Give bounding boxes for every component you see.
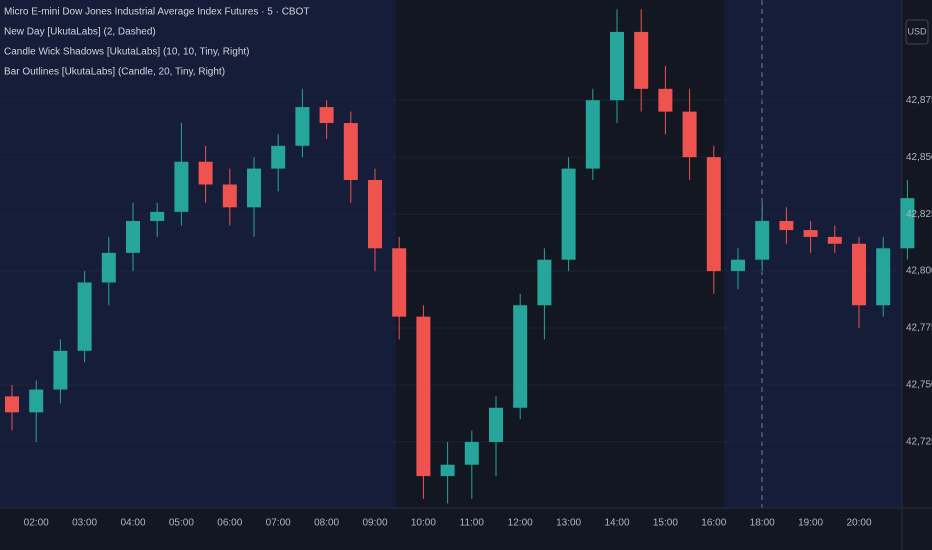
- candle-body: [634, 31, 649, 89]
- symbol-title: Micro E-mini Dow Jones Industrial Averag…: [4, 7, 309, 18]
- candle-body: [876, 248, 891, 306]
- candle-body: [5, 396, 19, 413]
- candle-body: [440, 464, 455, 477]
- session-shade: [724, 0, 902, 508]
- candle-body: [271, 145, 286, 169]
- y-tick-label: 42,800: [906, 266, 932, 277]
- candle-body: [610, 31, 624, 101]
- candle-body: [343, 123, 358, 180]
- indicator-label: Candle Wick Shadows [UkutaLabs] (10, 10,…: [4, 47, 249, 58]
- x-tick-label: 11:00: [460, 518, 485, 529]
- candle-body: [513, 305, 528, 408]
- x-tick-label: 12:00: [508, 518, 533, 529]
- candle-body: [222, 184, 237, 208]
- candle-body: [126, 220, 140, 253]
- session-shade: [0, 0, 396, 508]
- candle-body: [658, 88, 673, 112]
- candle-body: [101, 252, 116, 283]
- candle-body: [416, 316, 431, 477]
- x-tick-label: 10:00: [411, 518, 436, 529]
- candle-body: [852, 243, 866, 306]
- candle-body: [755, 220, 770, 260]
- candle-body: [198, 161, 213, 185]
- candle-body: [295, 107, 310, 146]
- candle-body: [537, 259, 552, 306]
- y-tick-label: 42,775: [906, 323, 932, 334]
- candle-body: [174, 161, 189, 212]
- candle-body: [53, 350, 68, 390]
- candle-body: [585, 100, 600, 169]
- y-tick-label: 42,850: [906, 152, 932, 163]
- x-tick-label: 20:00: [846, 518, 871, 529]
- x-tick-label: 15:00: [653, 518, 678, 529]
- candle-body: [706, 157, 721, 272]
- x-tick-label: 16:00: [701, 518, 726, 529]
- x-tick-label: 06:00: [217, 518, 242, 529]
- x-tick-label: 02:00: [24, 518, 49, 529]
- y-tick-label: 42,725: [906, 437, 932, 448]
- candle-body: [464, 441, 479, 465]
- candle-body: [489, 407, 503, 442]
- candle-body: [368, 179, 382, 249]
- y-tick-label: 42,825: [906, 209, 932, 220]
- candle-body: [900, 198, 915, 249]
- y-tick-label: 42,750: [906, 380, 932, 391]
- x-tick-label: 19:00: [798, 518, 823, 529]
- candle-body: [827, 236, 842, 244]
- x-tick-label: 04:00: [120, 518, 145, 529]
- x-tick-label: 14:00: [604, 518, 629, 529]
- candle-body: [29, 389, 44, 413]
- candle-body: [731, 259, 745, 272]
- x-tick-label: 09:00: [362, 518, 387, 529]
- plot: [0, 9, 915, 504]
- x-tick-label: 05:00: [169, 518, 194, 529]
- indicator-label: Bar Outlines [UkutaLabs] (Candle, 20, Ti…: [4, 67, 225, 78]
- currency-label: USD: [907, 26, 927, 36]
- y-tick-label: 42,875: [906, 95, 932, 106]
- currency-button[interactable]: [905, 19, 929, 45]
- candle-body: [561, 168, 576, 260]
- candle-body: [803, 230, 818, 237]
- x-tick-label: 08:00: [314, 518, 339, 529]
- candle-body: [319, 107, 334, 124]
- x-tick-label: 07:00: [266, 518, 291, 529]
- candle-body: [779, 220, 794, 231]
- indicator-label: New Day [UkutaLabs] (2, Dashed): [4, 27, 156, 38]
- candle-body: [682, 111, 697, 158]
- candle-body: [247, 168, 261, 208]
- x-tick-label: 03:00: [72, 518, 97, 529]
- x-tick-label: 18:00: [750, 518, 775, 529]
- candle-body: [150, 211, 165, 221]
- candle-body: [392, 248, 407, 317]
- candle-body: [77, 282, 92, 351]
- x-tick-label: 13:00: [556, 518, 581, 529]
